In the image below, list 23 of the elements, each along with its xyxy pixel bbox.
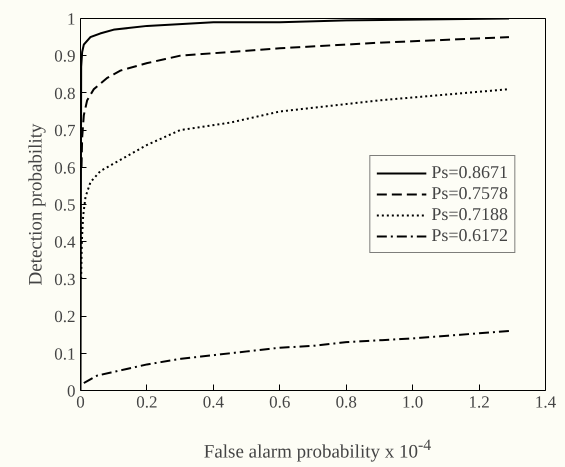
- y-tick-label: 1: [67, 10, 76, 28]
- x-tick-label: 1.2: [468, 392, 490, 412]
- legend-label: Ps=0.7578: [431, 183, 508, 204]
- y-tick-label: 0.1: [54, 344, 76, 364]
- legend-label: Ps=0.6172: [431, 225, 508, 246]
- x-tick-label: 0.4: [202, 392, 224, 412]
- x-axis-title: False alarm probability x 10$^{-4}$: [204, 436, 432, 464]
- y-tick-label: 0.5: [54, 196, 76, 214]
- x-tick-label: 0.2: [136, 392, 158, 412]
- y-tick-label: 0.9: [54, 46, 76, 66]
- y-tick-label: 0.3: [54, 270, 76, 289]
- x-tick-label: 0.6: [269, 392, 290, 412]
- y-axis-title: Detection probability: [25, 123, 46, 286]
- x-tick-label: 1.0: [402, 392, 424, 412]
- y-tick-label: 0.2: [54, 307, 76, 326]
- y-tick-label: 0.4: [54, 232, 76, 252]
- legend-label: Ps=0.7188: [431, 204, 508, 225]
- y-tick-label: 0.7: [54, 121, 76, 140]
- legend-label: Ps=0.8671: [431, 162, 508, 183]
- y-tick-label: 0.8: [54, 84, 76, 103]
- y-tick-label: 0.6: [54, 158, 76, 178]
- x-tick-label: 0.8: [336, 392, 357, 412]
- x-tick-label: 1.4: [534, 392, 557, 412]
